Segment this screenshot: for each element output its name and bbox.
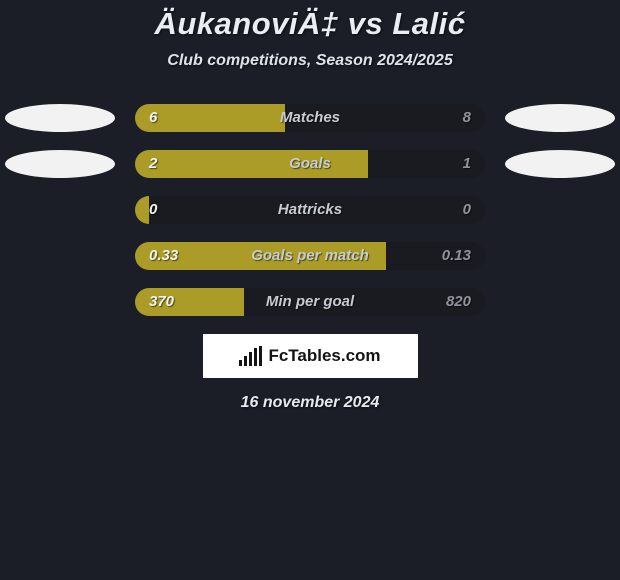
player-right-marker xyxy=(505,150,615,178)
page-title: ÄukanoviÄ‡ vs Lalić xyxy=(0,6,620,42)
comparison-infographic: ÄukanoviÄ‡ vs Lalić Club competitions, S… xyxy=(0,0,620,580)
stat-row: 2 Goals 1 xyxy=(0,150,620,178)
stat-value-right: 820 xyxy=(446,288,471,316)
bar-chart-icon xyxy=(239,346,262,366)
spacer xyxy=(505,242,615,270)
spacer xyxy=(5,288,115,316)
stat-label: Hattricks xyxy=(278,196,342,224)
bar-left-fill xyxy=(135,150,368,178)
stat-row: 6 Matches 8 xyxy=(0,104,620,132)
stat-value-right: 0.13 xyxy=(442,242,471,270)
stat-value-left: 2 xyxy=(149,150,157,178)
spacer xyxy=(505,288,615,316)
player-left-marker xyxy=(5,150,115,178)
spacer xyxy=(5,196,115,224)
stat-value-left: 6 xyxy=(149,104,157,132)
stat-label: Matches xyxy=(280,104,340,132)
stat-value-left: 0.33 xyxy=(149,242,178,270)
stat-rows-container: 6 Matches 8 2 Goals 1 0 Hattricks 0 0.33 Goals per… xyxy=(0,104,620,316)
stat-label: Min per goal xyxy=(266,288,354,316)
stat-bar: 0 Hattricks 0 xyxy=(135,196,485,224)
player-left-marker xyxy=(5,104,115,132)
stat-bar: 0.33 Goals per match 0.13 xyxy=(135,242,485,270)
stat-label: Goals per match xyxy=(251,242,369,270)
stat-bar: 2 Goals 1 xyxy=(135,150,485,178)
spacer xyxy=(5,242,115,270)
branding-badge: FcTables.com xyxy=(203,334,418,378)
stat-value-right: 1 xyxy=(463,150,471,178)
player-right-marker xyxy=(505,104,615,132)
stat-label: Goals xyxy=(289,150,331,178)
snapshot-date: 16 november 2024 xyxy=(0,394,620,412)
stat-value-right: 8 xyxy=(463,104,471,132)
page-subtitle: Club competitions, Season 2024/2025 xyxy=(0,52,620,70)
stat-bar: 6 Matches 8 xyxy=(135,104,485,132)
bar-left-fill xyxy=(135,104,285,132)
stat-value-right: 0 xyxy=(463,196,471,224)
stat-value-left: 0 xyxy=(149,196,157,224)
stat-value-left: 370 xyxy=(149,288,174,316)
stat-row: 370 Min per goal 820 xyxy=(0,288,620,316)
stat-row: 0 Hattricks 0 xyxy=(0,196,620,224)
stat-bar: 370 Min per goal 820 xyxy=(135,288,485,316)
stat-row: 0.33 Goals per match 0.13 xyxy=(0,242,620,270)
branding-text: FcTables.com xyxy=(268,346,380,366)
bar-left-fill xyxy=(135,196,149,224)
spacer xyxy=(505,196,615,224)
